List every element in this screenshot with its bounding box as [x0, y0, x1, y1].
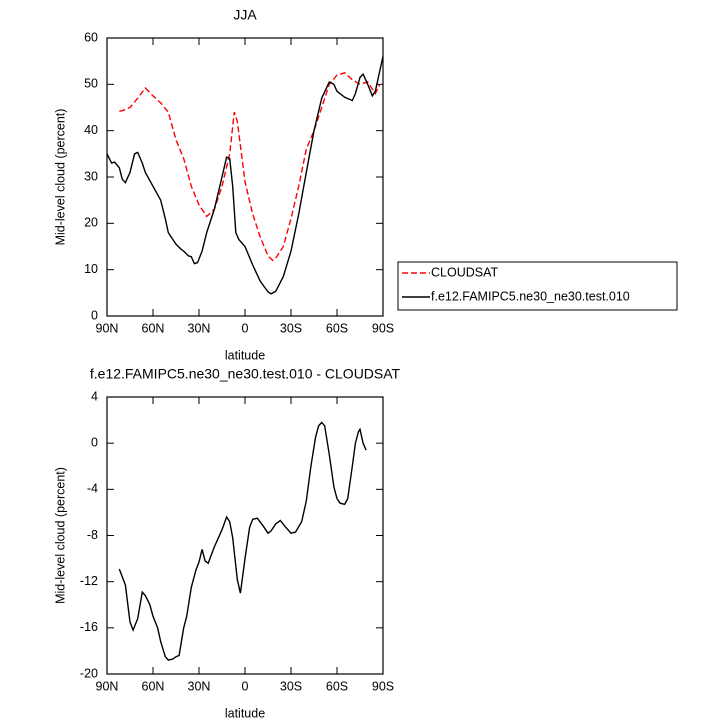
chart-title: f.e12.FAMIPC5.ne30_ne30.test.010 - CLOUD… — [90, 366, 401, 382]
y-tick-label: 40 — [84, 123, 98, 137]
y-tick-label: -20 — [80, 666, 98, 680]
y-tick-label: 10 — [84, 262, 98, 276]
x-tick-label: 90N — [96, 679, 119, 693]
legend-label: CLOUDSAT — [431, 265, 499, 279]
series-line — [106, 56, 384, 295]
x-tick-label: 30S — [280, 321, 302, 335]
y-axis-label: Mid-level cloud (percent) — [53, 467, 67, 604]
x-tick-label: 0 — [242, 679, 249, 693]
x-tick-label: 90S — [372, 321, 394, 335]
x-axis-label: latitude — [225, 348, 265, 362]
y-tick-label: -16 — [80, 620, 98, 634]
x-tick-label: 90N — [96, 321, 119, 335]
x-tick-label: 60S — [326, 321, 348, 335]
y-tick-label: 20 — [84, 216, 98, 230]
plot-frame — [106, 396, 384, 675]
x-tick-label: 30N — [188, 321, 211, 335]
x-tick-label: 0 — [242, 321, 249, 335]
y-tick-label: 0 — [91, 308, 98, 322]
y-tick-label: 30 — [84, 169, 98, 183]
x-tick-label: 60N — [142, 321, 165, 335]
chart-title: JJA — [233, 7, 257, 23]
series-line — [118, 421, 367, 661]
y-tick-label: 60 — [84, 30, 98, 44]
x-tick-label: 60N — [142, 679, 165, 693]
y-tick-label: -12 — [80, 574, 98, 588]
y-tick-label: 4 — [91, 389, 98, 403]
y-tick-label: 50 — [84, 77, 98, 91]
legend-box — [397, 261, 678, 311]
legend-label: f.e12.FAMIPC5.ne30_ne30.test.010 — [431, 289, 630, 303]
x-tick-label: 30N — [188, 679, 211, 693]
x-tick-label: 60S — [326, 679, 348, 693]
x-tick-label: 90S — [372, 679, 394, 693]
y-tick-label: -4 — [87, 482, 98, 496]
y-axis-label: Mid-level cloud (percent) — [53, 109, 67, 246]
y-tick-label: 0 — [91, 435, 98, 449]
x-axis-label: latitude — [225, 706, 265, 720]
x-tick-label: 30S — [280, 679, 302, 693]
y-tick-label: -8 — [87, 528, 98, 542]
series-line — [119, 72, 381, 262]
